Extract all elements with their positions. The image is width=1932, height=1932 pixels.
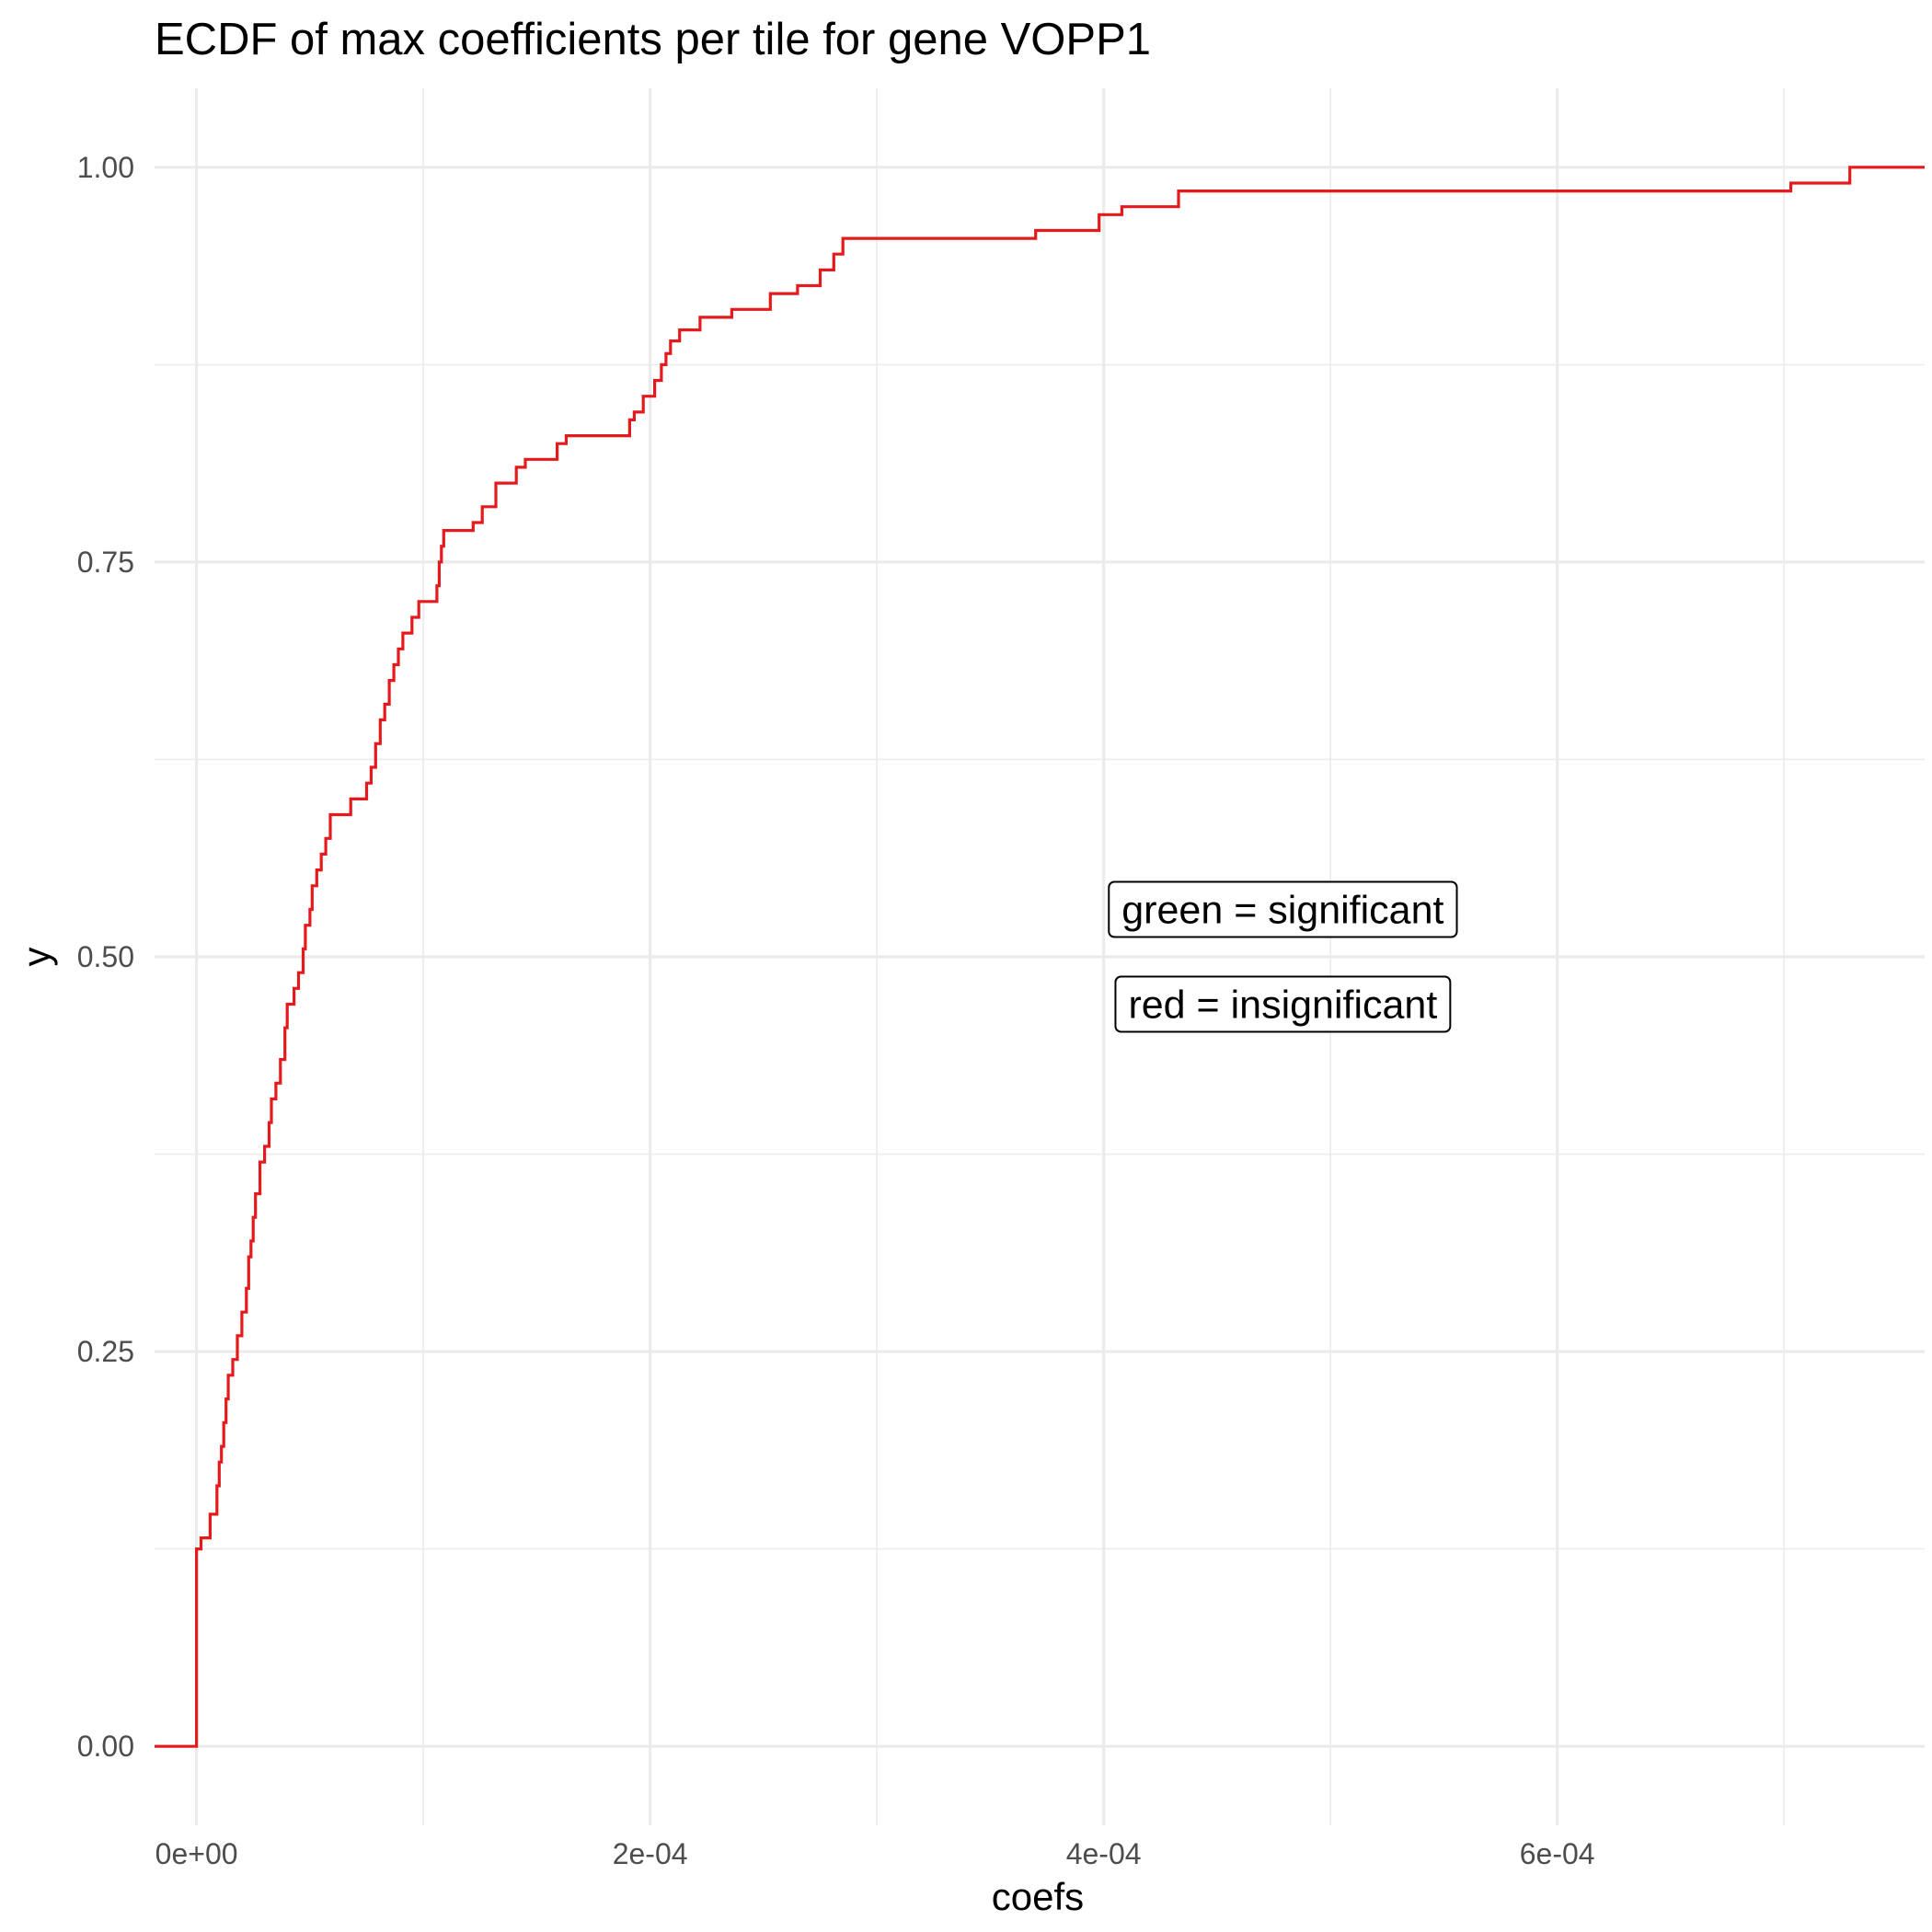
x-tick-label: 0e+00 — [155, 1837, 238, 1870]
annotation-text: green = significant — [1121, 889, 1443, 933]
y-tick-label: 0.00 — [77, 1730, 134, 1763]
annotation-label: green = significant — [1108, 880, 1458, 938]
grid — [155, 88, 1925, 1825]
ecdf-line — [155, 166, 1925, 1748]
y-tick-label: 0.50 — [77, 940, 134, 973]
x-axis-ticks: 0e+00 2e-04 4e-04 6e-04 — [155, 1837, 1595, 1870]
y-tick-label: 1.00 — [77, 151, 134, 184]
chart-title: ECDF of max coefficients per tile for ge… — [155, 15, 1151, 64]
annotation-text: red = insignificant — [1128, 983, 1437, 1027]
y-axis-ticks: 0.00 0.25 0.50 0.75 1.00 — [77, 151, 134, 1763]
x-tick-label: 4e-04 — [1066, 1837, 1142, 1870]
annotations: green = significant red = insignificant — [1108, 880, 1458, 1033]
y-tick-label: 0.75 — [77, 546, 134, 579]
x-tick-label: 2e-04 — [613, 1837, 688, 1870]
x-tick-label: 6e-04 — [1520, 1837, 1595, 1870]
annotation-label: red = insignificant — [1114, 975, 1452, 1033]
annotation-box — [1114, 975, 1452, 1033]
y-tick-label: 0.25 — [77, 1335, 134, 1368]
x-axis-title: coefs — [992, 1875, 1084, 1918]
y-axis-title: y — [15, 948, 58, 967]
annotation-box — [1108, 880, 1458, 938]
